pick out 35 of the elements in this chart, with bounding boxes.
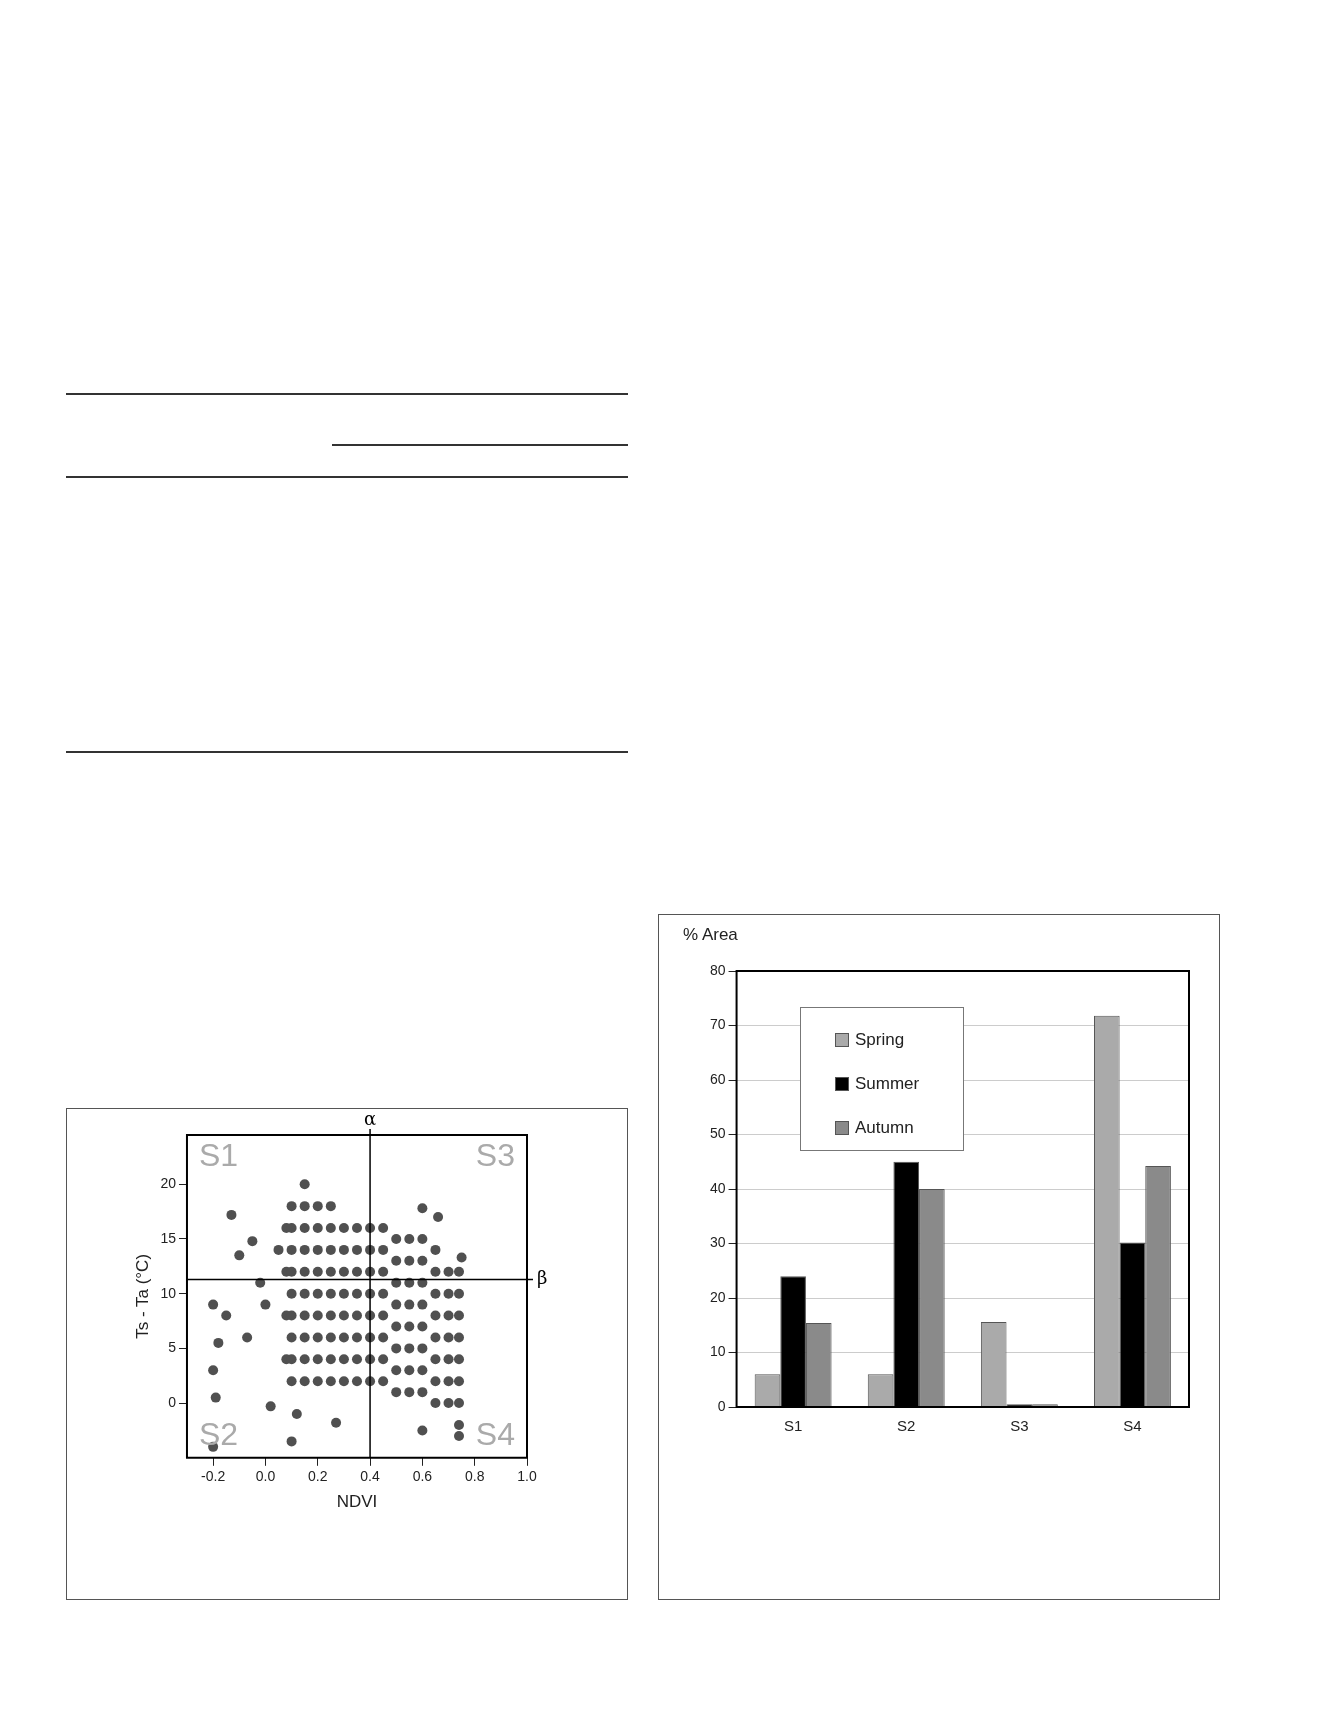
y-axis-title: % Area xyxy=(683,925,738,945)
y-tick-label: 40 xyxy=(709,1179,726,1196)
annotation: S1 xyxy=(198,1136,239,1173)
y-axis-title: Ts - Ta (°C) xyxy=(132,1253,152,1339)
y-tick-label: 0 xyxy=(168,1393,177,1410)
x-tick-label: 1.0 xyxy=(517,1468,537,1485)
y-tick-label: 60 xyxy=(709,1070,726,1087)
y-tick-label: 20 xyxy=(709,1288,726,1305)
x-tick-label: S4 xyxy=(1123,1417,1142,1435)
x-tick-label: 0.8 xyxy=(464,1468,485,1485)
y-tick-label: 0 xyxy=(717,1397,726,1414)
annotation: S3 xyxy=(475,1136,515,1173)
x-tick-label: -0.2 xyxy=(201,1468,226,1485)
ref-line-label: α xyxy=(363,1107,377,1129)
legend-label: Autumn xyxy=(855,1118,914,1138)
legend-label: Spring xyxy=(855,1030,905,1050)
ref-line-label: β xyxy=(537,1267,548,1289)
x-tick-label: 0.6 xyxy=(412,1468,433,1485)
x-tick-label: 0.2 xyxy=(308,1468,328,1485)
y-tick-label: 10 xyxy=(709,1343,726,1360)
y-tick-label: 5 xyxy=(168,1339,177,1356)
x-tick-label: S1 xyxy=(783,1417,803,1435)
y-tick-label: 70 xyxy=(709,1016,726,1033)
y-tick-label: 50 xyxy=(709,1125,726,1142)
y-tick-label: 15 xyxy=(160,1229,177,1246)
legend-label: Summer xyxy=(855,1074,920,1094)
x-tick-label: 0.4 xyxy=(360,1468,381,1485)
x-tick-label: 0.0 xyxy=(255,1468,276,1485)
y-tick-label: 10 xyxy=(160,1284,177,1301)
x-axis-title: NDVI xyxy=(336,1492,378,1512)
y-tick-label: 80 xyxy=(709,961,726,978)
y-tick-label: 20 xyxy=(160,1175,177,1192)
x-tick-label: S3 xyxy=(1010,1417,1029,1435)
x-tick-label: S2 xyxy=(897,1417,916,1435)
y-tick-label: 30 xyxy=(709,1234,726,1251)
